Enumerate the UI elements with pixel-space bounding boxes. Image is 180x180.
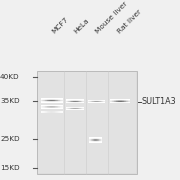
Bar [96,142,97,143]
Bar [93,139,94,140]
Text: MCF7: MCF7 [51,16,70,34]
Bar [93,138,94,139]
Bar [97,138,98,139]
Bar [98,141,99,142]
Text: Mouse liver: Mouse liver [94,0,129,34]
Bar [98,140,99,141]
Bar [99,139,100,140]
Bar [96,138,97,139]
Bar [95,140,96,141]
Bar [99,138,100,139]
Bar [101,140,102,141]
Bar [101,139,102,140]
Bar [92,137,93,138]
Bar [90,139,91,140]
Bar [99,141,100,142]
Bar [92,139,93,140]
Bar [92,140,93,141]
Bar [100,138,101,139]
Bar [91,137,92,138]
Bar [92,142,93,143]
Bar [97,139,98,140]
Bar [89,137,90,138]
Bar [92,138,93,139]
Bar [89,139,90,140]
Bar [96,140,97,141]
Bar [91,140,92,141]
Bar [92,141,93,142]
Bar [96,137,97,138]
Bar [95,138,96,139]
Bar [91,139,92,140]
Bar [97,141,98,142]
Bar [99,142,100,143]
Bar [94,142,95,143]
Bar [91,138,92,139]
Bar [98,137,99,138]
Bar [93,142,94,143]
Bar [94,141,95,142]
Bar [89,138,90,139]
Bar [38,72,136,173]
Bar [93,141,94,142]
Bar [95,141,96,142]
Bar [91,141,92,142]
Bar [101,138,102,139]
Text: Rat liver: Rat liver [116,8,142,34]
Bar [97,140,98,141]
Bar [94,139,95,140]
Text: 35KD: 35KD [0,98,20,104]
Bar [89,140,90,141]
Text: 15KD: 15KD [0,165,20,171]
Bar [37,71,137,174]
Bar [95,142,96,143]
Text: SULT1A3: SULT1A3 [141,98,176,107]
Text: 40KD: 40KD [0,74,20,80]
Bar [90,141,91,142]
Bar [94,140,95,141]
Bar [98,139,99,140]
Bar [97,137,98,138]
Bar [94,137,95,138]
Bar [101,141,102,142]
Bar [94,138,95,139]
Bar [95,137,96,138]
Bar [91,142,92,143]
Bar [100,141,101,142]
Bar [90,137,91,138]
Bar [96,139,97,140]
Bar [89,142,90,143]
Bar [98,142,99,143]
Bar [90,142,91,143]
Bar [100,140,101,141]
Bar [100,139,101,140]
Bar [100,142,101,143]
Bar [90,140,91,141]
Bar [93,140,94,141]
Bar [90,138,91,139]
Text: 25KD: 25KD [0,136,20,142]
Bar [100,137,101,138]
Bar [93,137,94,138]
Bar [101,142,102,143]
Bar [96,141,97,142]
Bar [101,137,102,138]
Bar [97,142,98,143]
Bar [89,141,90,142]
Bar [98,138,99,139]
Bar [99,137,100,138]
Text: HeLa: HeLa [73,17,90,34]
Bar [99,140,100,141]
Bar [95,139,96,140]
